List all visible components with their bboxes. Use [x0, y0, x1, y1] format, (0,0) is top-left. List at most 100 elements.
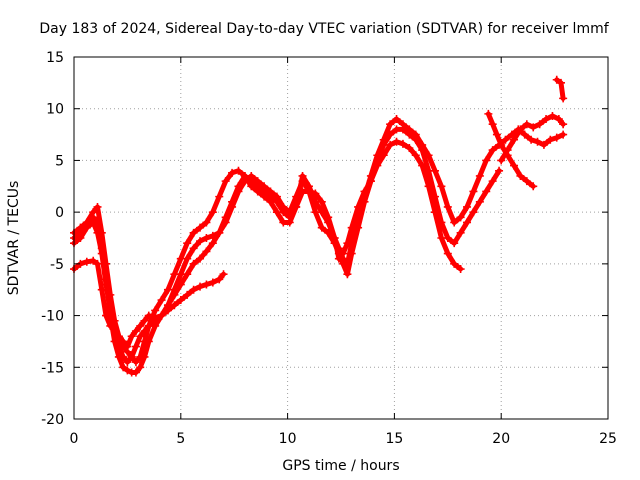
data-point-marker [176, 296, 185, 305]
chart-title: Day 183 of 2024, Sidereal Day-to-day VTE… [39, 21, 609, 37]
data-point-marker [557, 78, 566, 87]
data-point-marker [202, 247, 211, 256]
data-point-marker [163, 285, 172, 294]
data-point-marker [221, 218, 230, 227]
data-point-marker [411, 151, 420, 160]
data-point-marker [516, 125, 525, 134]
data-point-marker [552, 75, 561, 84]
data-point-marker [522, 120, 531, 129]
data-point-marker [163, 301, 172, 310]
data-point-marker [552, 133, 561, 142]
data-point-marker [347, 239, 356, 248]
data-point-marker [475, 171, 484, 180]
data-point-marker [131, 342, 140, 351]
data-point-marker [157, 296, 166, 305]
data-point-marker [196, 237, 205, 246]
data-point-marker [529, 182, 538, 191]
data-point-marker [106, 290, 115, 299]
data-point-marker [82, 257, 91, 266]
data-point-marker [266, 197, 275, 206]
data-point-marker [450, 218, 459, 227]
data-point-marker [373, 151, 382, 160]
data-point-marker [334, 244, 343, 253]
series-track-1 [70, 137, 465, 351]
data-point-marker [392, 137, 401, 146]
data-point-marker [456, 228, 465, 237]
data-point-marker [89, 256, 98, 265]
data-point-marker [516, 171, 525, 180]
data-point-marker [360, 192, 369, 201]
data-point-marker [131, 368, 140, 377]
data-point-marker [82, 218, 91, 227]
data-point-marker [202, 280, 211, 289]
data-point-marker [292, 202, 301, 211]
data-point-marker [208, 239, 217, 248]
x-tick-label: 20 [492, 431, 510, 447]
data-point-marker [520, 130, 529, 139]
data-point-marker [97, 228, 106, 237]
data-point-marker [559, 94, 568, 103]
data-point-marker [510, 135, 519, 144]
data-point-marker [127, 332, 136, 341]
data-point-marker [247, 182, 256, 191]
data-point-marker [102, 259, 111, 268]
data-series [70, 75, 568, 377]
data-point-marker [492, 130, 501, 139]
data-point-marker [405, 125, 414, 134]
data-point-marker [140, 337, 149, 346]
data-point-marker [119, 363, 128, 372]
data-point-marker [196, 254, 205, 263]
data-point-marker [469, 208, 478, 217]
data-point-marker [189, 285, 198, 294]
data-point-marker [430, 166, 439, 175]
data-point-marker [123, 366, 132, 375]
y-tick-label: 5 [55, 153, 64, 169]
data-point-marker [546, 135, 555, 144]
data-point-marker [559, 130, 568, 139]
data-point-marker [136, 321, 145, 330]
data-point-marker [272, 192, 281, 201]
data-point-marker [482, 156, 491, 165]
data-point-marker [311, 197, 320, 206]
data-point-marker [539, 140, 548, 149]
data-point-marker [559, 120, 568, 129]
series-track-5 [484, 109, 538, 191]
data-point-marker [189, 244, 198, 253]
data-point-marker [503, 146, 512, 155]
data-point-marker [119, 342, 128, 351]
data-point-marker [183, 290, 192, 299]
data-point-marker [234, 187, 243, 196]
data-point-marker [469, 187, 478, 196]
data-point-marker [234, 166, 243, 175]
data-point-marker [495, 166, 504, 175]
series-track-7 [552, 75, 568, 103]
data-point-marker [136, 363, 145, 372]
data-point-marker [497, 140, 506, 149]
data-point-marker [339, 254, 348, 263]
x-tick-label: 15 [385, 431, 403, 447]
data-point-marker [488, 120, 497, 129]
data-point-marker [484, 109, 493, 118]
data-point-marker [253, 177, 262, 186]
data-point-marker [219, 270, 228, 279]
data-point-marker [127, 352, 136, 361]
data-point-marker [260, 192, 269, 201]
data-point-marker [298, 171, 307, 180]
y-tick-label: -5 [50, 257, 64, 273]
data-point-marker [208, 231, 217, 240]
data-point-marker [202, 234, 211, 242]
data-point-marker [463, 202, 472, 211]
data-point-marker [317, 223, 326, 232]
data-point-marker [285, 218, 294, 227]
data-point-marker [240, 171, 249, 180]
data-point-marker [488, 177, 497, 186]
data-point-marker [354, 213, 363, 222]
data-point-marker [208, 208, 217, 217]
data-point-marker [456, 265, 465, 274]
data-point-marker [93, 202, 102, 211]
data-point-marker [324, 218, 333, 227]
data-point-marker [450, 239, 459, 248]
data-point-marker [529, 123, 538, 132]
data-point-marker [437, 218, 446, 227]
